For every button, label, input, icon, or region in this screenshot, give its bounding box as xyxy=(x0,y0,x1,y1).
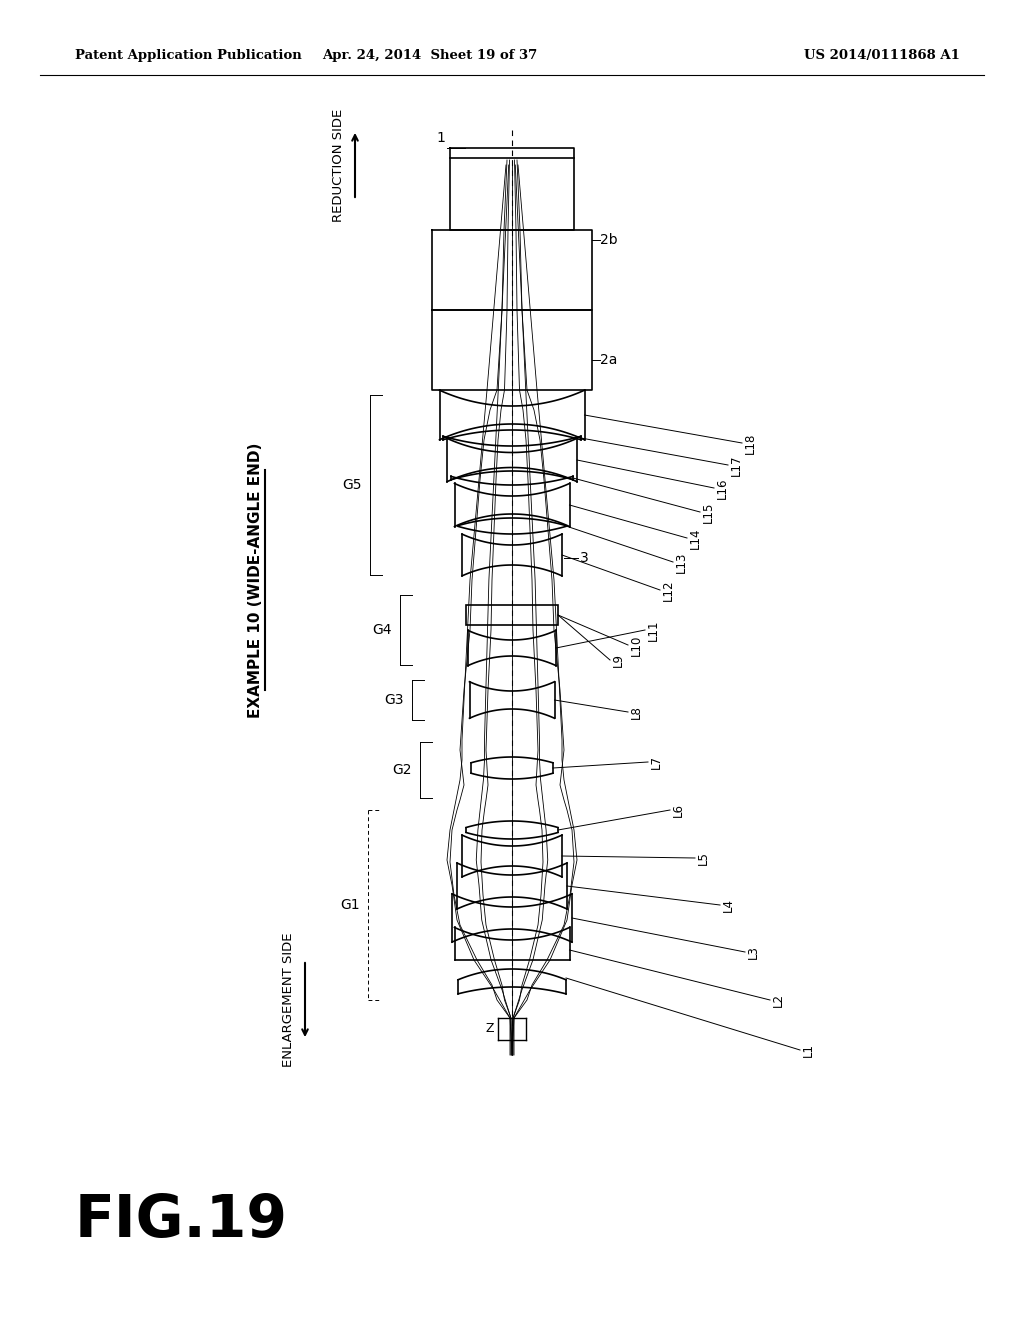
Text: L10: L10 xyxy=(630,635,643,656)
Text: L3: L3 xyxy=(746,945,760,958)
Text: L13: L13 xyxy=(675,552,688,573)
Text: 2a: 2a xyxy=(600,352,617,367)
Text: Apr. 24, 2014  Sheet 19 of 37: Apr. 24, 2014 Sheet 19 of 37 xyxy=(323,49,538,62)
Text: L14: L14 xyxy=(689,527,702,549)
Text: EXAMPLE 10 (WIDE-ANGLE END): EXAMPLE 10 (WIDE-ANGLE END) xyxy=(248,442,262,718)
Text: L5: L5 xyxy=(697,851,710,865)
Bar xyxy=(466,605,558,624)
Text: US 2014/0111868 A1: US 2014/0111868 A1 xyxy=(804,49,961,62)
Text: REDUCTION SIDE: REDUCTION SIDE xyxy=(332,108,345,222)
Text: L12: L12 xyxy=(662,579,675,601)
Text: Patent Application Publication: Patent Application Publication xyxy=(75,49,302,62)
Text: L6: L6 xyxy=(672,803,685,817)
Text: G1: G1 xyxy=(340,898,360,912)
Text: 2b: 2b xyxy=(600,234,617,247)
Text: Z: Z xyxy=(485,1022,494,1035)
Text: L9: L9 xyxy=(612,653,625,667)
Text: G3: G3 xyxy=(384,693,404,708)
Text: 1: 1 xyxy=(436,131,445,145)
Text: 3: 3 xyxy=(580,550,589,565)
Text: L4: L4 xyxy=(722,898,735,912)
Text: L2: L2 xyxy=(772,993,785,1007)
Text: L8: L8 xyxy=(630,705,643,719)
Text: L17: L17 xyxy=(730,454,743,475)
Text: G2: G2 xyxy=(392,763,412,777)
Text: L7: L7 xyxy=(650,755,663,770)
Text: L16: L16 xyxy=(716,478,729,499)
Text: L1: L1 xyxy=(802,1043,815,1057)
Text: L15: L15 xyxy=(702,502,715,523)
Text: L18: L18 xyxy=(744,433,757,454)
Text: FIG.19: FIG.19 xyxy=(75,1192,288,1249)
Text: G4: G4 xyxy=(373,623,392,638)
Text: G5: G5 xyxy=(342,478,362,492)
Text: L11: L11 xyxy=(647,619,660,640)
Text: ENLARGEMENT SIDE: ENLARGEMENT SIDE xyxy=(282,933,295,1068)
